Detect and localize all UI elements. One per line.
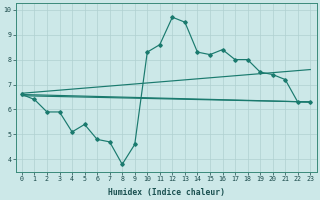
X-axis label: Humidex (Indice chaleur): Humidex (Indice chaleur) (108, 188, 225, 197)
